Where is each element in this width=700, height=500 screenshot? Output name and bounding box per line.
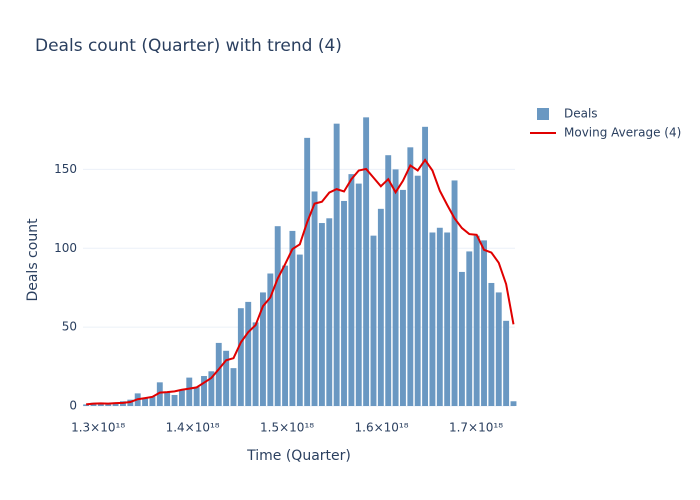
legend-label: Deals: [564, 107, 598, 121]
bar: [488, 282, 495, 406]
bar: [296, 254, 303, 406]
bar: [341, 200, 347, 406]
bar: [237, 308, 244, 406]
bar: [326, 218, 333, 406]
bar: [178, 390, 185, 406]
bar: [193, 387, 200, 406]
bar: [495, 292, 502, 406]
bar: [215, 342, 222, 406]
bar: [333, 123, 340, 406]
bar: [83, 404, 90, 406]
bar: [274, 226, 281, 406]
bar: [481, 240, 487, 406]
legend-swatch: [537, 108, 549, 120]
bar: [458, 271, 465, 406]
x-tick-label: 1.7×10¹⁸: [449, 421, 503, 435]
chart-title: Deals count (Quarter) with trend (4): [35, 36, 342, 56]
bar: [252, 322, 259, 406]
bar: [223, 350, 230, 406]
bar: [267, 273, 274, 406]
bar: [503, 320, 510, 406]
bar: [510, 401, 517, 406]
x-tick-label: 1.6×10¹⁸: [355, 421, 409, 435]
bar: [392, 169, 399, 406]
x-tick-label: 1.3×10¹⁸: [71, 421, 125, 435]
y-tick-label: 0: [69, 399, 77, 413]
y-tick-label: 150: [54, 162, 77, 176]
bar: [201, 376, 207, 406]
bar: [422, 126, 429, 407]
bar: [318, 223, 325, 406]
bar: [186, 377, 193, 406]
bar: [407, 147, 414, 406]
bar: [112, 402, 119, 406]
bar: [436, 227, 443, 406]
bar: [385, 155, 392, 406]
bar: [171, 394, 178, 406]
bar: [355, 183, 362, 406]
bar: [466, 251, 473, 406]
x-axis-title: Time (Quarter): [246, 448, 351, 464]
bar: [363, 117, 370, 406]
bar: [348, 174, 355, 406]
bar: [451, 180, 458, 406]
bar: [164, 391, 171, 406]
bar: [377, 208, 384, 406]
bar: [142, 398, 149, 406]
y-tick-label: 100: [54, 241, 77, 255]
bar: [429, 232, 436, 406]
bar: [400, 189, 406, 406]
bar: [444, 232, 451, 406]
bar: [245, 301, 252, 406]
y-tick-label: 50: [62, 320, 77, 334]
bar: [230, 368, 237, 406]
trend-line: [86, 158, 515, 406]
bar: [282, 265, 289, 406]
bar: [473, 235, 480, 406]
bar: [208, 371, 215, 406]
legend-label: Moving Average (4): [564, 126, 681, 140]
bar: [304, 137, 311, 407]
x-tick-label: 1.5×10¹⁸: [260, 421, 314, 435]
bar: [311, 191, 318, 406]
bar: [105, 404, 112, 406]
bar: [260, 292, 266, 406]
bar: [414, 175, 421, 406]
bar: [97, 402, 104, 406]
x-tick-label: 1.4×10¹⁸: [166, 421, 220, 435]
bar: [156, 382, 163, 406]
bar: [289, 230, 296, 406]
bar: [370, 235, 377, 406]
y-axis-title: Deals count: [25, 218, 41, 302]
bar: [149, 396, 156, 406]
